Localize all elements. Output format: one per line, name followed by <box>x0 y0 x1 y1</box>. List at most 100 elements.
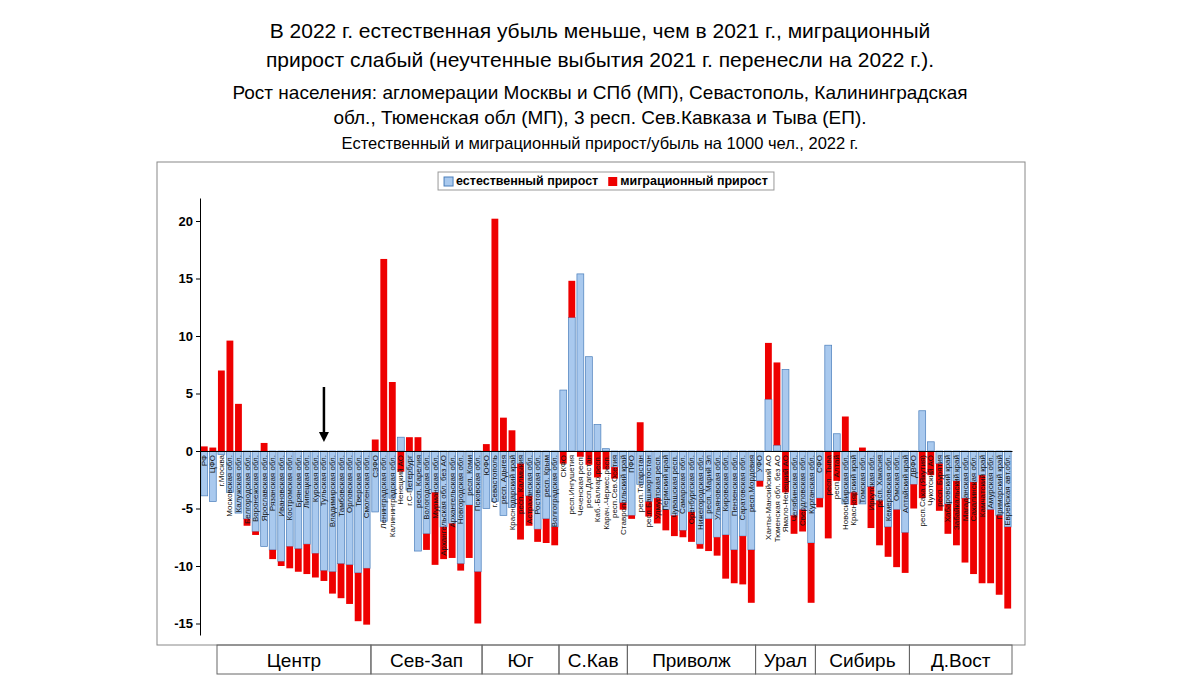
bar <box>859 448 866 451</box>
bar <box>568 318 575 451</box>
y-tick: 20 <box>179 214 200 229</box>
bar <box>338 564 345 599</box>
group-label: Сев-Зап <box>390 650 463 671</box>
bar <box>415 437 422 451</box>
y-tick-mark <box>196 394 200 395</box>
group-box <box>909 645 1012 674</box>
bar <box>808 543 815 603</box>
bar <box>380 259 387 451</box>
group-box <box>559 645 627 674</box>
bar <box>295 549 302 572</box>
bar <box>278 561 285 566</box>
group-label: Юг <box>507 650 533 671</box>
group-box <box>371 645 482 674</box>
bar <box>714 537 721 555</box>
bar <box>397 437 404 451</box>
bar <box>748 550 755 603</box>
series-0 <box>201 274 1011 573</box>
bar <box>329 572 336 594</box>
x-tick: Еврейская авт.обл. <box>1003 451 1012 526</box>
bar <box>833 434 840 451</box>
y-tick-label: 5 <box>186 386 193 401</box>
legend-swatch <box>608 177 617 186</box>
bar <box>1004 527 1011 609</box>
bar <box>705 519 712 551</box>
bar <box>756 481 763 487</box>
bar <box>449 523 456 558</box>
bar <box>825 345 832 451</box>
y-tick-label: 0 <box>186 444 193 459</box>
legend-label: миграционный прирост <box>620 174 768 188</box>
bar <box>551 527 558 545</box>
series-1 <box>201 219 1011 625</box>
bar <box>457 564 464 571</box>
bar <box>269 550 276 559</box>
y-tick-label: -10 <box>174 559 193 574</box>
bar <box>585 357 592 451</box>
bar <box>321 571 328 581</box>
y-axis-line <box>200 199 201 636</box>
bar <box>722 535 729 579</box>
bar <box>303 544 310 574</box>
bar <box>680 530 687 537</box>
group-label: Центр <box>267 650 321 671</box>
y-tick: -10 <box>174 559 200 574</box>
bar <box>491 219 498 451</box>
y-tick-mark <box>196 279 200 280</box>
bar <box>218 371 225 452</box>
bar <box>372 440 379 452</box>
y-tick: 10 <box>179 329 200 344</box>
bar <box>697 544 704 549</box>
y-tick-mark <box>196 566 200 567</box>
y-tick-label: 20 <box>179 214 193 229</box>
y-tick: -5 <box>181 501 200 516</box>
bar <box>919 411 926 451</box>
subtitle: Рост населения: агломерации Москвы и СПб… <box>232 82 967 152</box>
legend-item: естественный прирост <box>444 174 598 188</box>
legend-swatch <box>444 177 453 186</box>
bar <box>483 444 490 451</box>
bar <box>987 510 994 584</box>
bar <box>209 448 216 451</box>
bar <box>910 484 917 508</box>
group-label: С.Кав <box>568 650 619 671</box>
y-axis: -15-10-505101520 <box>174 199 200 636</box>
y-tick-mark <box>196 509 200 510</box>
x-axis: РФЦФОг.МоскваМосковская обл.Калужская об… <box>200 451 1013 556</box>
group-box <box>482 645 559 674</box>
bar <box>731 550 738 583</box>
bar <box>816 498 823 507</box>
group-label: Д.Вост <box>931 650 991 671</box>
bar <box>996 515 1003 594</box>
y-tick-label: -5 <box>181 501 193 516</box>
bar <box>671 515 678 536</box>
bar <box>389 382 396 451</box>
group-label: Приволж <box>652 650 731 671</box>
bar <box>628 515 635 518</box>
bar <box>534 529 541 542</box>
bar <box>902 533 909 573</box>
arrow-head <box>319 432 329 442</box>
bar <box>252 532 259 535</box>
y-tick: 5 <box>186 386 200 401</box>
annotations <box>319 387 329 442</box>
arrow <box>323 387 326 434</box>
bar <box>774 445 781 451</box>
y-tick-label: -15 <box>174 616 193 631</box>
bar <box>261 443 268 451</box>
group-label: Урал <box>764 650 807 671</box>
bar <box>739 536 746 584</box>
bar <box>637 422 644 451</box>
bar <box>500 418 507 451</box>
bar <box>346 565 353 604</box>
bar <box>927 442 934 451</box>
bar <box>765 343 772 399</box>
group-box <box>756 645 816 674</box>
bar <box>885 527 892 557</box>
bar <box>774 362 781 445</box>
legend-box <box>438 172 774 190</box>
group-box <box>627 645 755 674</box>
bar <box>226 341 233 451</box>
bar <box>201 446 208 451</box>
bar <box>560 390 567 451</box>
